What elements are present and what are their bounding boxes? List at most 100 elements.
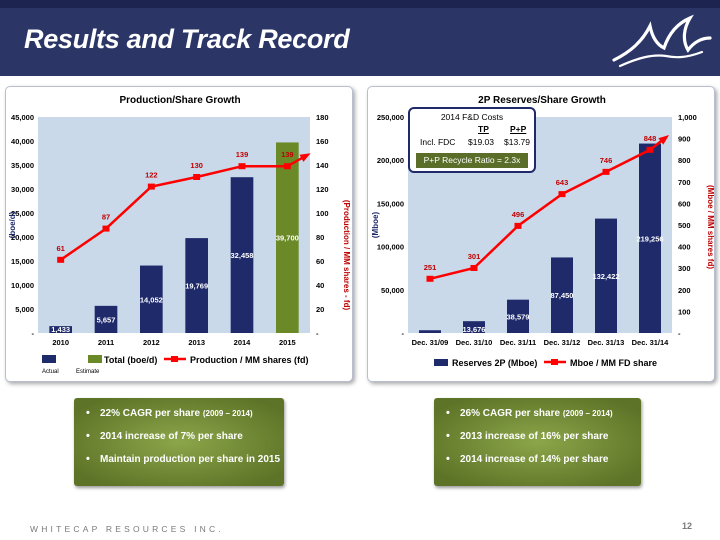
note-item: 2013 increase of 16% per share bbox=[446, 430, 641, 442]
legend-line-label: Production / MM shares (fd) bbox=[190, 355, 309, 365]
line-value-label: 643 bbox=[556, 178, 569, 187]
y2-tick-label: 400 bbox=[678, 243, 691, 252]
y-tick-label: 5,000 bbox=[15, 305, 34, 314]
y2-tick-label: - bbox=[678, 329, 681, 338]
callout-col-tp: TP bbox=[478, 124, 489, 134]
y2-axis-label: (Mboe / MM shares fd) bbox=[706, 185, 715, 269]
x-tick-label: Dec. 31/12 bbox=[544, 338, 581, 347]
bar bbox=[185, 238, 208, 333]
line-value-label: 139 bbox=[281, 150, 294, 159]
y2-tick-label: 120 bbox=[316, 185, 329, 194]
line-value-label: 848 bbox=[644, 134, 657, 143]
y2-tick-label: 40 bbox=[316, 281, 324, 290]
y-axis-label: (boe/d) bbox=[8, 211, 17, 238]
bar bbox=[140, 265, 163, 333]
note-item: 26% CAGR per share (2009 – 2014) bbox=[446, 407, 641, 419]
y2-tick-label: 500 bbox=[678, 221, 691, 230]
bar-value-label: 87,450 bbox=[551, 291, 574, 300]
note-item: 2014 increase of 7% per share bbox=[86, 430, 284, 442]
line-value-label: 130 bbox=[190, 161, 203, 170]
production-chart-panel: Production/Share Growth - 5,000 10,000 15,0… bbox=[5, 86, 353, 382]
y2-tick-label: 100 bbox=[678, 307, 691, 316]
note-item: 2014 increase of 14% per share bbox=[446, 453, 641, 465]
y-tick-label: 50,000 bbox=[381, 286, 404, 295]
line-marker bbox=[147, 183, 155, 190]
y2-tick-label: 20 bbox=[316, 305, 324, 314]
slide-header: Results and Track Record bbox=[0, 0, 720, 76]
y2-tick-label: 800 bbox=[678, 156, 691, 165]
x-tick-label: Dec. 31/09 bbox=[412, 338, 449, 347]
y2-tick-label: 140 bbox=[316, 161, 329, 170]
legend-line-label: Mboe / MM FD share bbox=[570, 358, 657, 368]
bar bbox=[639, 143, 661, 333]
y2-tick-label: 900 bbox=[678, 135, 691, 144]
line-marker bbox=[558, 191, 566, 198]
legend-line-marker bbox=[171, 356, 178, 362]
x-tick-label: 2012 bbox=[143, 338, 160, 347]
x-tick-label: Dec. 31/10 bbox=[456, 338, 493, 347]
production-chart: Production/Share Growth - 5,000 10,000 15,0… bbox=[8, 95, 351, 375]
callout-row-label: Incl. FDC bbox=[420, 137, 456, 147]
y-tick-label: 15,000 bbox=[11, 257, 34, 266]
y-tick-label: 100,000 bbox=[377, 243, 404, 252]
x-tick-label: Dec. 31/13 bbox=[588, 338, 625, 347]
reserves-notes-box: 26% CAGR per share (2009 – 2014) 2013 in… bbox=[434, 398, 641, 486]
y2-tick-label: 100 bbox=[316, 209, 329, 218]
line-marker bbox=[602, 168, 610, 175]
line-series bbox=[59, 164, 288, 261]
note-item: Maintain production per share in 2015 bbox=[86, 453, 284, 465]
bar-value-label: 14,052 bbox=[140, 295, 163, 304]
line-value-label: 746 bbox=[600, 156, 613, 165]
line-marker bbox=[238, 163, 246, 170]
legend-swatch-actual bbox=[42, 355, 56, 363]
y-tick-label: 40,000 bbox=[11, 137, 34, 146]
line-marker bbox=[57, 256, 65, 263]
x-tick-label: Dec. 31/14 bbox=[632, 338, 670, 347]
trend-arrow-head bbox=[299, 153, 311, 162]
bar-value-label: 39,700 bbox=[276, 234, 299, 243]
line-value-label: 61 bbox=[56, 244, 64, 253]
line-value-label: 139 bbox=[236, 150, 249, 159]
x-tick-label: Dec. 31/11 bbox=[500, 338, 536, 347]
reserves-chart: 2P Reserves/Share Growth - 50,000 100,000 1… bbox=[371, 95, 715, 368]
plot-area bbox=[38, 117, 310, 333]
production-notes-box: 22% CAGR per share (2009 – 2014) 2014 in… bbox=[74, 398, 284, 486]
recycle-ratio-badge: P+P Recycle Ratio = 2.3x bbox=[416, 153, 528, 168]
legend-bar-label: Total (boe/d) bbox=[104, 355, 157, 365]
y2-tick-label: 160 bbox=[316, 137, 329, 146]
x-tick-label: 2011 bbox=[98, 338, 114, 347]
y2-tick-label: - bbox=[316, 329, 319, 338]
x-tick-label: 2010 bbox=[52, 338, 69, 347]
y-tick-label: 30,000 bbox=[11, 185, 34, 194]
line-value-label: 496 bbox=[512, 210, 525, 219]
y2-tick-label: 1,000 bbox=[678, 113, 697, 122]
bar bbox=[463, 321, 485, 333]
callout-col-pp: P+P bbox=[510, 124, 527, 134]
y2-tick-label: 700 bbox=[678, 178, 691, 187]
y2-tick-label: 180 bbox=[316, 113, 329, 122]
y-tick-label: - bbox=[402, 329, 405, 338]
slide-title: Results and Track Record bbox=[24, 24, 350, 54]
line-value-label: 251 bbox=[424, 263, 437, 272]
line-marker bbox=[283, 163, 291, 170]
callout-row-pp: $13.79 bbox=[504, 137, 530, 147]
line-value-label: 301 bbox=[468, 252, 481, 261]
page-number: 12 bbox=[682, 521, 693, 531]
legend-swatch-estimate bbox=[88, 355, 102, 363]
y2-tick-label: 200 bbox=[678, 286, 691, 295]
legend-actual-note: Actual bbox=[42, 369, 59, 375]
bar-value-label: 219,256 bbox=[636, 234, 663, 243]
line-marker bbox=[514, 222, 522, 229]
y2-tick-label: 300 bbox=[678, 264, 691, 273]
line-marker bbox=[470, 264, 478, 271]
callout-row-tp: $19.03 bbox=[468, 137, 494, 147]
y2-axis-label: (Production / MM shares - fd) bbox=[342, 200, 351, 311]
legend-estimate-note: Estimate bbox=[76, 369, 100, 375]
bar bbox=[595, 218, 617, 333]
note-item: 22% CAGR per share (2009 – 2014) bbox=[86, 407, 284, 419]
legend-swatch-bar bbox=[434, 359, 448, 366]
header-stripe bbox=[0, 0, 720, 8]
bar bbox=[49, 326, 72, 333]
bar-value-label: 13,676 bbox=[463, 325, 486, 334]
bar-value-label: 132,422 bbox=[592, 272, 619, 281]
